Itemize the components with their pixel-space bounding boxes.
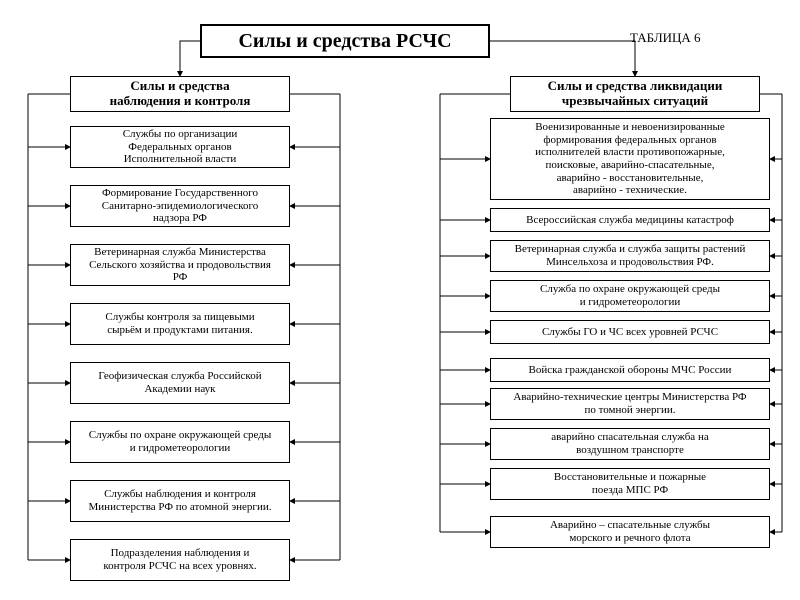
right-item-text: Войска гражданской обороны МЧС России <box>529 364 732 377</box>
right-item-text: Ветеринарная служба и служба защиты раст… <box>515 243 746 268</box>
left-item-text: Службы по охране окружающей среды и гидр… <box>89 429 272 454</box>
left-item-box: Ветеринарная служба Министерства Сельско… <box>70 244 290 286</box>
right-item-text: Службы ГО и ЧС всех уровней РСЧС <box>542 326 718 339</box>
left-item-box: Службы контроля за пищевыми сырьём и про… <box>70 303 290 345</box>
right-item-box: Всероссийская служба медицины катастроф <box>490 208 770 232</box>
left-item-text: Подразделения наблюдения и контроля РСЧС… <box>103 547 256 572</box>
right-item-box: Аварийно-технические центры Министерства… <box>490 388 770 420</box>
left-item-text: Службы контроля за пищевыми сырьём и про… <box>105 311 254 336</box>
main-title-text: Силы и средства РСЧС <box>238 30 451 53</box>
left-item-box: Службы по организации Федеральных органо… <box>70 126 290 168</box>
left-item-box: Геофизическая служба Российской Академии… <box>70 362 290 404</box>
left-section-header: Силы и средства наблюдения и контроля <box>70 76 290 112</box>
right-item-box: Войска гражданской обороны МЧС России <box>490 358 770 382</box>
main-title-box: Силы и средства РСЧС <box>200 24 490 58</box>
right-item-box: Ветеринарная служба и служба защиты раст… <box>490 240 770 272</box>
right-item-box: Служба по охране окружающей среды и гидр… <box>490 280 770 312</box>
left-item-box: Подразделения наблюдения и контроля РСЧС… <box>70 539 290 581</box>
right-item-text: Аварийно – спасательные службы морского … <box>550 519 710 544</box>
left-item-text: Службы наблюдения и контроля Министерств… <box>89 488 272 513</box>
table-label: ТАБЛИЦА 6 <box>630 30 701 46</box>
right-item-text: Всероссийская служба медицины катастроф <box>526 214 734 227</box>
right-item-text: Служба по охране окружающей среды и гидр… <box>540 283 720 308</box>
left-item-text: Формирование Государственного Санитарно-… <box>102 187 259 225</box>
right-item-box: Службы ГО и ЧС всех уровней РСЧС <box>490 320 770 344</box>
left-item-text: Геофизическая служба Российской Академии… <box>98 370 261 395</box>
right-item-box: Военизированные и невоенизированные форм… <box>490 118 770 200</box>
right-item-box: Восстановительные и пожарные поезда МПС … <box>490 468 770 500</box>
right-item-box: аварийно спасательная служба на воздушно… <box>490 428 770 460</box>
right-item-box: Аварийно – спасательные службы морского … <box>490 516 770 548</box>
left-item-box: Службы наблюдения и контроля Министерств… <box>70 480 290 522</box>
right-item-text: Аварийно-технические центры Министерства… <box>513 391 746 416</box>
right-item-text: Восстановительные и пожарные поезда МПС … <box>554 471 706 496</box>
right-item-text: Военизированные и невоенизированные форм… <box>535 121 725 197</box>
left-item-text: Ветеринарная служба Министерства Сельско… <box>89 246 271 284</box>
left-item-box: Формирование Государственного Санитарно-… <box>70 185 290 227</box>
left-item-box: Службы по охране окружающей среды и гидр… <box>70 421 290 463</box>
right-section-header: Силы и средства ликвидации чрезвычайных … <box>510 76 760 112</box>
right-item-text: аварийно спасательная служба на воздушно… <box>551 431 708 456</box>
left-item-text: Службы по организации Федеральных органо… <box>123 128 238 166</box>
